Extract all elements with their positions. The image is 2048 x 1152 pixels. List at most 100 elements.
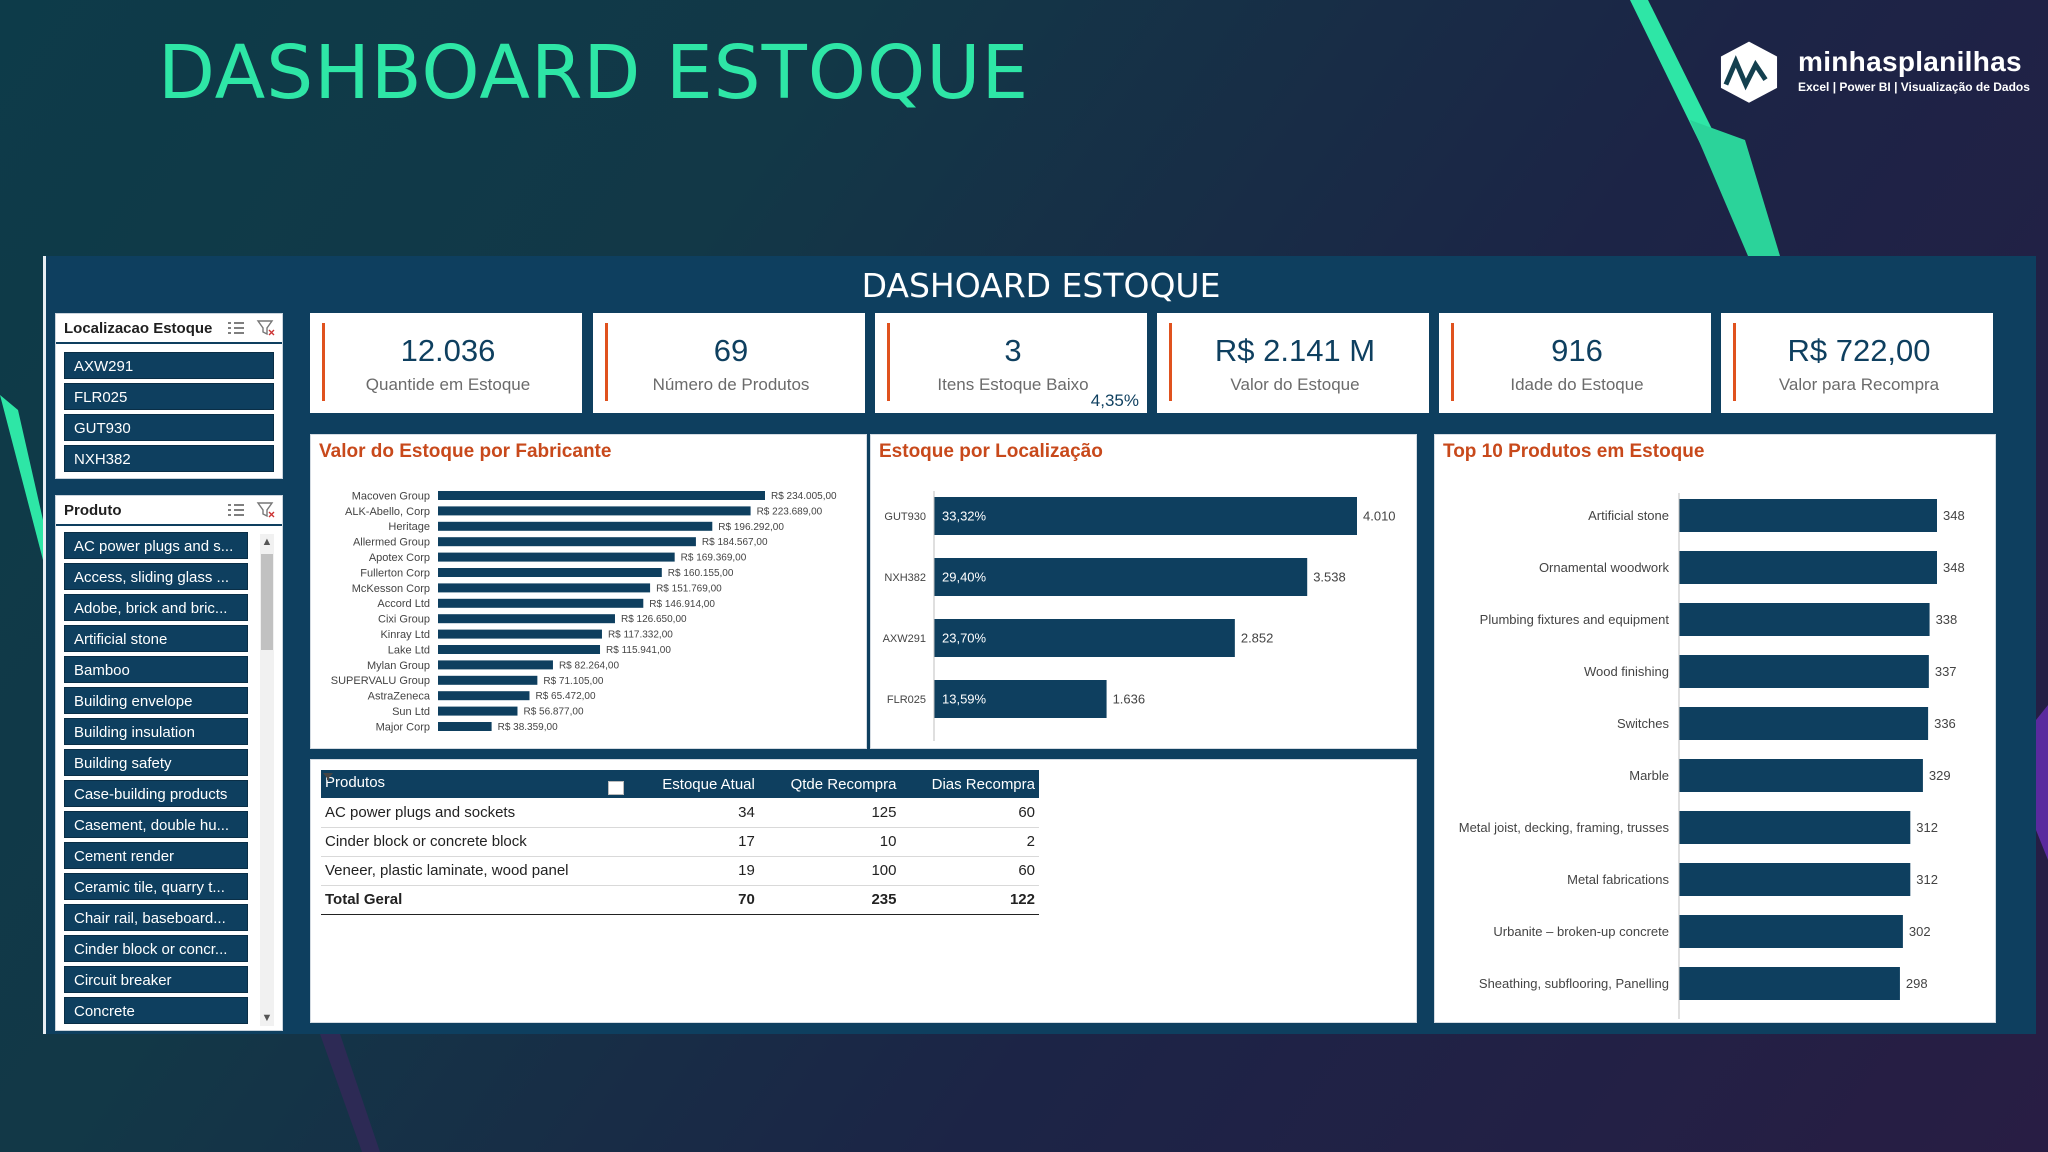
table-cell: 2 [900,827,1039,857]
manufacturer-chart: Macoven Group R$ 234.005,00 ALK-Abello, Co… [331,490,837,733]
slicer-location: Localizacao Estoque AXW291 FLR025 GUT930 NX… [55,313,283,479]
data-label: 312 [1916,872,1938,887]
slicer-product-item[interactable]: Case-building products [64,780,248,807]
kpi-value: 916 [1551,333,1603,368]
clear-filter-icon[interactable] [256,319,276,337]
category-label: Switches [1617,716,1670,731]
slicer-product-item[interactable]: Building insulation [64,718,248,745]
category-label: McKesson Corp [352,583,430,595]
data-label: R$ 65.472,00 [535,691,595,702]
scroll-thumb[interactable] [261,554,273,650]
bar [934,558,1308,596]
table-row: AC power plugs and sockets 34 125 60 [321,798,1039,828]
category-label: Sun Ltd [392,706,430,718]
slicer-location-item[interactable]: NXH382 [64,445,274,472]
category-label: Artificial stone [1588,508,1669,523]
bar [1679,499,1937,532]
bar [1679,655,1929,688]
kpi-accent-bar [1451,323,1454,401]
filter-dropdown-icon[interactable] [323,773,624,795]
bar [1679,551,1937,584]
kpi-card: R$ 2.141 M Valor do Estoque [1157,313,1429,413]
bar [1679,759,1923,792]
category-label: Wood finishing [1584,664,1669,679]
table-cell: Cinder block or concrete block [321,827,634,857]
scroll-down-icon[interactable]: ▼ [261,1012,273,1024]
table-cell: 34 [633,798,759,828]
category-label: Kinray Ltd [380,629,430,641]
slicer-location-item[interactable]: FLR025 [64,383,274,410]
bar [438,537,696,547]
bar [438,598,644,608]
category-label: NXH382 [884,572,926,584]
category-label: Ornamental woodwork [1539,560,1670,575]
data-label: R$ 56.877,00 [523,707,583,718]
kpi-value: R$ 722,00 [1787,333,1931,368]
slicer-product-item[interactable]: Cement render [64,842,248,869]
brand-logo-icon [1720,41,1778,103]
bar [438,675,538,685]
bar [934,680,1107,718]
slicer-product-item[interactable]: AC power plugs and s... [64,532,248,559]
category-label: Fullerton Corp [360,567,430,579]
dashboard-frame: DASHOARD ESTOQUE Localizacao Estoque AXW… [43,256,2036,1034]
bar [438,722,492,731]
slicer-product-item[interactable]: Building envelope [64,687,248,714]
category-label: Lake Ltd [388,644,430,656]
category-label: Allermed Group [353,537,430,549]
bar [1679,915,1903,948]
multi-select-icon[interactable] [226,319,246,337]
slicer-product-item[interactable]: Adobe, brick and bric... [64,594,248,621]
slicer-product-item[interactable]: Cinder block or concr... [64,935,248,962]
slicer-scrollbar[interactable]: ▲ ▼ [260,534,274,1026]
inner-label: 33,32% [942,509,987,524]
kpi-value: 3 [1004,333,1022,368]
category-label: Macoven Group [352,490,430,502]
multi-select-icon[interactable] [226,501,246,519]
clear-filter-icon[interactable] [256,501,276,519]
slicer-product-item[interactable]: Artificial stone [64,625,248,652]
table-cell: 60 [900,856,1039,886]
category-label: ALK-Abello, Corp [345,506,430,518]
bar [438,706,518,716]
category-label: Mylan Group [367,660,430,672]
page-title: DASHBOARD ESTOQUE [158,30,1030,116]
slicer-product-item[interactable]: Chair rail, baseboard... [64,904,248,931]
category-label: Sheathing, subflooring, Panelling [1479,976,1669,991]
bar [438,645,601,654]
slicer-product-item[interactable]: Concrete [64,997,248,1024]
data-label: R$ 38.359,00 [498,722,558,733]
category-label: Accord Ltd [377,598,430,610]
category-label: GUT930 [884,511,926,523]
data-label: R$ 196.292,00 [718,522,784,533]
bar [438,491,765,500]
slicer-product-item[interactable]: Bamboo [64,656,248,683]
reorder-table: Produtos Estoque Atual Qtde Recompra Dia… [321,770,1039,915]
bar [1679,863,1911,896]
category-label: Metal joist, decking, framing, trusses [1459,820,1670,835]
table-cell: 17 [633,827,759,857]
data-label: 337 [1935,664,1957,679]
data-label: R$ 117.332,00 [608,630,673,641]
slicer-location-items: AXW291 FLR025 GUT930 NXH382 [56,344,282,472]
kpi-label: Itens Estoque Baixo [937,375,1089,394]
slicer-location-item[interactable]: AXW291 [64,352,274,379]
kpi-accent-bar [1169,323,1172,401]
data-label: R$ 71.105,00 [543,676,603,687]
slicer-product-item[interactable]: Casement, double hu... [64,811,248,838]
slicer-product-item[interactable]: Ceramic tile, quarry t... [64,873,248,900]
slicer-product-item[interactable]: Circuit breaker [64,966,248,993]
slicer-product-item[interactable]: Access, sliding glass ... [64,563,248,590]
table-cell: 122 [900,884,1039,915]
table-cell: 70 [633,884,759,915]
slicer-location-item[interactable]: GUT930 [64,414,274,441]
scroll-up-icon[interactable]: ▲ [261,536,273,548]
panel-reorder-table: Produtos Estoque Atual Qtde Recompra Dia… [310,759,1417,1023]
slicer-product-item[interactable]: Building safety [64,749,248,776]
bar [1679,707,1929,740]
data-label: 329 [1929,768,1951,783]
table-header-produtos[interactable]: Produtos [321,770,634,798]
table-header-qtde: Qtde Recompra [758,770,901,798]
category-label: AXW291 [883,633,926,645]
category-label: Plumbing fixtures and equipment [1480,612,1670,627]
